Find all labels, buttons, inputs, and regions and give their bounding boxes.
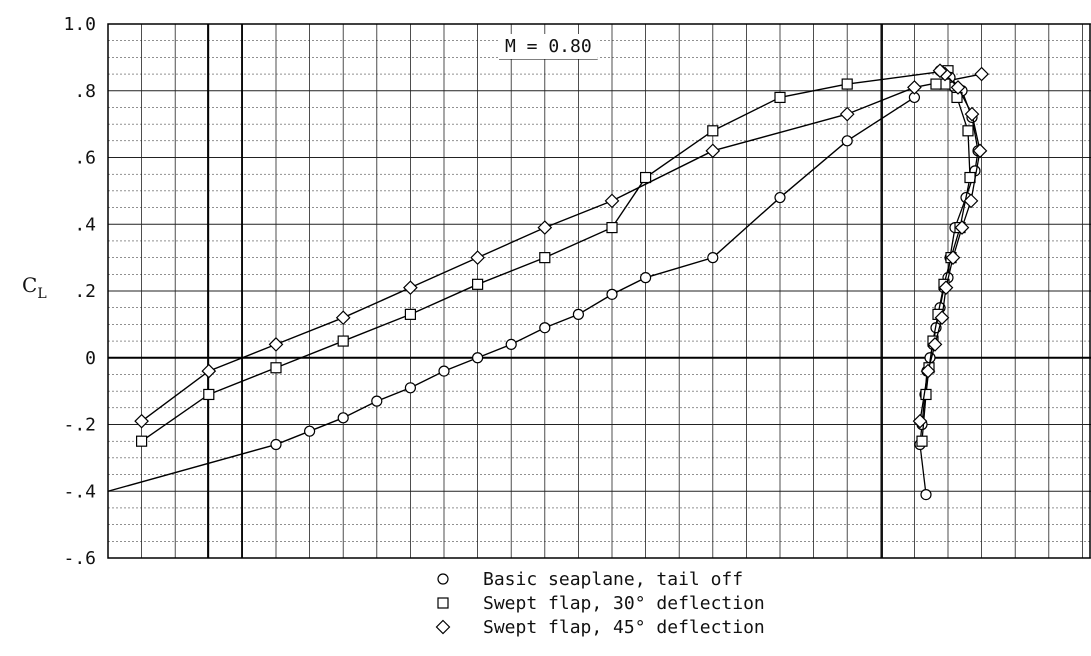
data-point-diamond (907, 80, 922, 95)
data-point-diamond (839, 106, 855, 122)
data-point-square (472, 278, 484, 290)
data-point-square (930, 78, 942, 90)
data-point-circle (920, 488, 932, 501)
series-circle (107, 91, 921, 492)
data-point-square (437, 597, 449, 609)
legend-item: Swept flap, 30° deflection (437, 593, 765, 614)
data-point-diamond (927, 337, 943, 352)
y-tick-label: .2 (74, 281, 96, 302)
right-panel-curves (912, 63, 988, 501)
data-point-diamond (954, 220, 970, 235)
data-point-diamond (705, 143, 721, 159)
data-point-diamond (934, 310, 950, 326)
data-point-diamond (950, 80, 966, 95)
y-tick-label: .6 (74, 148, 96, 169)
data-point-circle (371, 395, 383, 407)
series-square (136, 65, 954, 447)
data-point-circle (438, 365, 450, 377)
legend-item: Swept flap, 45° deflection (435, 617, 765, 638)
data-point-diamond (435, 619, 451, 635)
data-point-circle (337, 412, 349, 424)
data-point-diamond (964, 106, 980, 122)
data-point-square (270, 362, 282, 374)
data-point-circle (270, 438, 282, 451)
data-point-square (606, 221, 618, 234)
data-point-diamond (335, 310, 351, 326)
data-point-diamond (974, 66, 989, 82)
y-tick-label: -.2 (63, 415, 96, 436)
data-point-square (964, 171, 976, 184)
y-tick-label: -.6 (63, 548, 96, 569)
data-point-diamond (945, 250, 961, 265)
data-point-diamond (537, 220, 553, 235)
data-point-circle (437, 573, 449, 585)
data-point-square (774, 91, 786, 104)
right-series-diamond (912, 63, 988, 429)
data-point-square (707, 125, 719, 137)
data-point-circle (606, 288, 618, 300)
legend-label: Swept flap, 45° deflection (483, 617, 765, 638)
data-point-square (920, 388, 932, 401)
data-point-square (539, 252, 551, 264)
data-point-diamond (972, 143, 988, 159)
data-point-square (639, 171, 652, 184)
y-axis-label: CL (22, 273, 47, 302)
y-tick-label: .4 (74, 214, 96, 235)
data-point-diamond (938, 280, 954, 296)
y-tick-label: -.4 (63, 481, 96, 502)
data-point-diamond (920, 363, 936, 379)
data-point-square (136, 435, 148, 447)
series-diamond (134, 66, 989, 429)
legend-label: Basic seaplane, tail off (483, 569, 743, 590)
data-point-circle (404, 382, 416, 394)
data-point-square (916, 435, 928, 447)
legend-item: Basic seaplane, tail off (437, 569, 743, 590)
annotation-background (499, 34, 598, 59)
data-point-diamond (470, 250, 485, 265)
data-point-square (841, 78, 853, 90)
legend-label: Swept flap, 30° deflection (483, 593, 765, 614)
data-point-square (337, 335, 349, 347)
data-point-circle (841, 135, 853, 147)
data-point-diamond (912, 413, 928, 429)
data-point-square (203, 388, 215, 401)
data-point-diamond (932, 63, 948, 79)
data-point-circle (539, 322, 551, 334)
data-point-circle (639, 272, 652, 284)
series-line (141, 73, 982, 422)
y-tick-label: 0 (85, 348, 96, 369)
data-point-circle (472, 352, 484, 364)
data-point-circle (774, 191, 786, 204)
data-point-circle (304, 425, 316, 437)
data-point-diamond (134, 413, 149, 429)
legend: Basic seaplane, tail off Swept flap, 30° … (435, 569, 765, 638)
data-point-diamond (604, 193, 620, 209)
data-point-square (404, 308, 416, 320)
data-point-diamond (201, 363, 217, 379)
data-point-circle (707, 252, 719, 264)
data-point-circle (572, 308, 585, 320)
data-point-diamond (963, 193, 979, 209)
data-point-diamond (403, 280, 418, 296)
data-point-square (962, 125, 974, 137)
data-point-square (951, 91, 963, 104)
y-tick-label: 1.0 (63, 14, 96, 35)
data-point-circle (505, 338, 517, 350)
plot-frame (107, 23, 1091, 559)
mach-annotation: M = 0.80 (505, 36, 592, 57)
y-tick-label: .8 (74, 81, 96, 102)
y-tick-labels: 1.0 .8 .6 .4 .2 0 -.2 -.4 -.6 (63, 14, 96, 569)
data-point-diamond (268, 337, 284, 352)
series (107, 63, 989, 501)
